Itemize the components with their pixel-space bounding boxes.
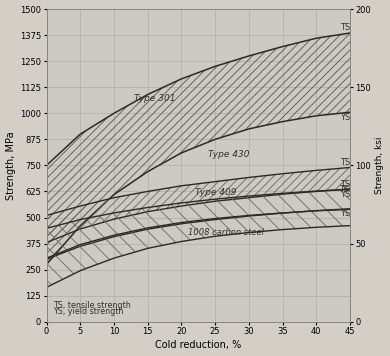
Y-axis label: Strength, ksi: Strength, ksi <box>376 137 385 194</box>
Text: YS: YS <box>340 209 350 218</box>
Text: TS: TS <box>340 158 350 167</box>
Text: TS: TS <box>340 23 350 32</box>
Text: Type 430: Type 430 <box>208 150 250 159</box>
Text: Type 301: Type 301 <box>134 94 176 103</box>
Y-axis label: Strength, MPa: Strength, MPa <box>5 131 16 200</box>
Text: Type 409: Type 409 <box>195 188 236 197</box>
Text: 1008 carbon steel: 1008 carbon steel <box>188 228 264 237</box>
Text: TS, tensile strength: TS, tensile strength <box>53 300 131 310</box>
Text: YS, yield strength: YS, yield strength <box>53 308 124 316</box>
Text: TS/YS: TS/YS <box>340 185 361 194</box>
X-axis label: Cold reduction, %: Cold reduction, % <box>155 340 241 350</box>
Text: TS: TS <box>340 180 350 189</box>
Text: YS: YS <box>340 113 350 122</box>
Text: YS: YS <box>340 190 350 199</box>
